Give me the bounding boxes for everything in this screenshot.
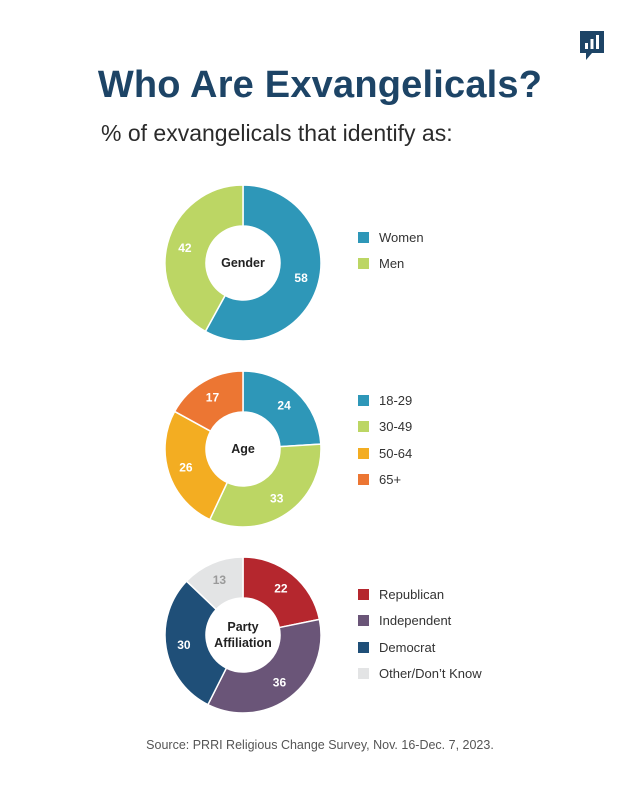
data-label-democrat: 30: [177, 638, 191, 652]
bar-chart-speech-bubble-icon: [580, 31, 604, 60]
gender-donut-chart: 58 42 Gender: [164, 184, 322, 342]
legend-label: 18-29: [379, 392, 413, 408]
legend-item-republican: Republican: [358, 581, 482, 608]
legend-label: 30-49: [379, 419, 413, 435]
source-note: Source: PRRI Religious Change Survey, No…: [146, 738, 494, 752]
legend-item-women: Women: [358, 224, 424, 251]
slice-other-don-t-know: [185, 556, 244, 611]
page-subtitle: % of exvangelicals that identify as:: [101, 120, 453, 146]
data-label-republican: 22: [274, 582, 288, 596]
data-label-30-49: 33: [270, 492, 284, 506]
legend-item-30-49: 30-49: [358, 414, 412, 441]
data-label-independent: 36: [273, 676, 287, 690]
donut-center-label: Party: [227, 620, 258, 634]
legend-swatch: [358, 394, 369, 406]
data-label-women: 58: [294, 271, 308, 285]
party-affiliation-donut-chart: 22 36 30 13 Party Affiliation: [164, 556, 322, 714]
slice-65: [173, 370, 244, 433]
gender-legend: Women Men: [358, 224, 424, 277]
legend-label: Women: [379, 229, 424, 245]
legend-swatch: [358, 615, 369, 627]
slice-independent: [206, 618, 322, 714]
party-affiliation-legend: Republican Independent Democrat Other/Don’t…: [358, 581, 482, 687]
legend-swatch: [358, 231, 369, 243]
age-donut-chart: 24 33 26 17 Age: [164, 370, 322, 528]
slice-men: [164, 184, 244, 333]
legend-swatch: [358, 421, 369, 433]
data-label-50-64: 26: [179, 461, 193, 475]
data-label-18-29: 24: [277, 398, 291, 412]
legend-item-18-29: 18-29: [358, 387, 412, 414]
legend-swatch: [358, 474, 369, 486]
legend-swatch: [358, 588, 369, 600]
slice-democrat: [164, 580, 228, 706]
data-label-65: 17: [206, 390, 220, 404]
data-label-men: 42: [178, 241, 192, 255]
page-title: Who Are Exvangelicals?: [97, 64, 543, 106]
legend-item-other-don-t-know: Other/Don’t Know: [358, 661, 482, 688]
legend-item-independent: Independent: [358, 608, 482, 635]
slice-50-64: [164, 410, 229, 521]
donut-center-label: Age: [231, 442, 255, 456]
age-legend: 18-29 30-49 50-64 65+: [358, 387, 412, 493]
legend-swatch: [358, 668, 369, 680]
data-label-other-don-t-know: 13: [213, 573, 227, 587]
legend-item-50-64: 50-64: [358, 440, 412, 467]
legend-label: 50-64: [379, 445, 413, 461]
legend-item-men: Men: [358, 251, 424, 278]
donut-center-label: Gender: [221, 256, 265, 270]
legend-label: Men: [379, 256, 405, 272]
legend-item-democrat: Democrat: [358, 634, 482, 661]
slice-republican: [242, 556, 321, 629]
legend-swatch: [358, 641, 369, 653]
legend-label: Democrat: [379, 639, 436, 655]
slice-women: [204, 184, 322, 342]
legend-label: Independent: [379, 613, 452, 629]
donut-center-label: Affiliation: [214, 636, 272, 650]
slice-30-49: [208, 443, 322, 528]
legend-label: Other/Don’t Know: [379, 666, 482, 682]
legend-swatch: [358, 447, 369, 459]
legend-swatch: [358, 258, 369, 270]
legend-item-65: 65+: [358, 467, 412, 494]
legend-label: 65+: [379, 472, 402, 488]
legend-label: Republican: [379, 586, 445, 602]
